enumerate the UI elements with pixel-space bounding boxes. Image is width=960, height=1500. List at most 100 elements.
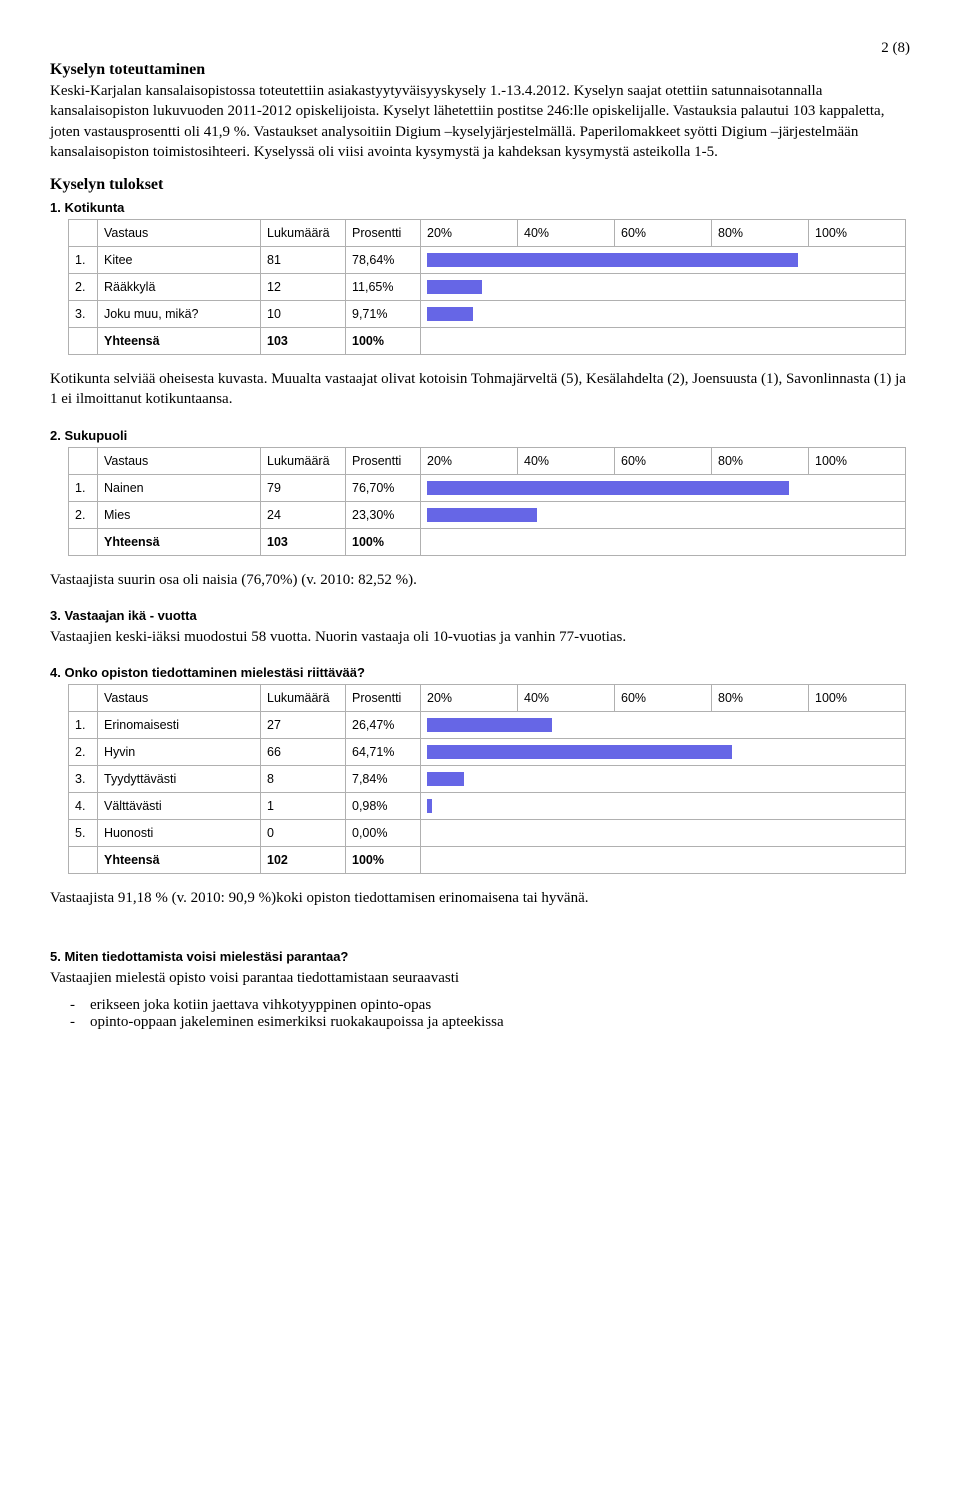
- row-index: 1.: [69, 712, 98, 739]
- row-label: Erinomaisesti: [98, 712, 261, 739]
- table-header-row: VastausLukumääräProsentti20%40%60%80%100…: [69, 220, 906, 247]
- hdr-count: Lukumäärä: [261, 685, 346, 712]
- bar-fill: [427, 508, 537, 522]
- total-count: 102: [261, 847, 346, 874]
- row-percent: 11,65%: [346, 274, 421, 301]
- q4-table: VastausLukumääräProsentti20%40%60%80%100…: [68, 684, 906, 874]
- hdr-tick: 100%: [809, 685, 906, 712]
- row-bar-cell: [421, 793, 906, 820]
- row-bar-cell: [421, 247, 906, 274]
- hdr-answer: Vastaus: [98, 685, 261, 712]
- row-index: 3.: [69, 301, 98, 328]
- row-index: 5.: [69, 820, 98, 847]
- row-label: Joku muu, mikä?: [98, 301, 261, 328]
- total-row: Yhteensä102100%: [69, 847, 906, 874]
- row-bar-cell: [421, 301, 906, 328]
- row-bar-cell: [421, 712, 906, 739]
- row-count: 10: [261, 301, 346, 328]
- hdr-tick: 40%: [518, 220, 615, 247]
- bullet-item: erikseen joka kotiin jaettava vihkotyypp…: [90, 997, 910, 1014]
- q5-bullets: erikseen joka kotiin jaettava vihkotyypp…: [50, 997, 910, 1031]
- table-row: 3.Joku muu, mikä?109,71%: [69, 301, 906, 328]
- total-count: 103: [261, 528, 346, 555]
- row-count: 27: [261, 712, 346, 739]
- row-bar-cell: [421, 474, 906, 501]
- row-bar-cell: [421, 820, 906, 847]
- row-index: 2.: [69, 501, 98, 528]
- total-label: Yhteensä: [98, 528, 261, 555]
- hdr-tick: 40%: [518, 685, 615, 712]
- bar-fill: [427, 799, 432, 813]
- row-label: Huonosti: [98, 820, 261, 847]
- row-count: 8: [261, 766, 346, 793]
- hdr-tick: 20%: [421, 685, 518, 712]
- hdr-tick: 100%: [809, 220, 906, 247]
- hdr-percent: Prosentti: [346, 447, 421, 474]
- q2-table: VastausLukumääräProsentti20%40%60%80%100…: [68, 447, 906, 556]
- q4-after: Vastaajista 91,18 % (v. 2010: 90,9 %)kok…: [50, 888, 910, 908]
- row-percent: 64,71%: [346, 739, 421, 766]
- hdr-percent: Prosentti: [346, 220, 421, 247]
- heading-implementation: Kyselyn toteuttaminen: [50, 61, 910, 79]
- table-header-row: VastausLukumääräProsentti20%40%60%80%100…: [69, 447, 906, 474]
- q4-title: 4. Onko opiston tiedottaminen mielestäsi…: [50, 665, 910, 680]
- bar-fill: [427, 280, 482, 294]
- hdr-tick: 80%: [712, 685, 809, 712]
- row-index: 2.: [69, 739, 98, 766]
- q3-title: 3. Vastaajan ikä - vuotta: [50, 608, 910, 623]
- hdr-tick: 100%: [809, 447, 906, 474]
- row-bar-cell: [421, 739, 906, 766]
- table-row: 1.Nainen7976,70%: [69, 474, 906, 501]
- row-index: 1.: [69, 474, 98, 501]
- total-percent: 100%: [346, 528, 421, 555]
- row-percent: 0,98%: [346, 793, 421, 820]
- page-number: 2 (8): [50, 40, 910, 57]
- q2-after: Vastaajista suurin osa oli naisia (76,70…: [50, 570, 910, 590]
- row-label: Hyvin: [98, 739, 261, 766]
- table-row: 2.Mies2423,30%: [69, 501, 906, 528]
- bar-fill: [427, 772, 464, 786]
- total-percent: 100%: [346, 328, 421, 355]
- table-row: 1.Kitee8178,64%: [69, 247, 906, 274]
- hdr-tick: 80%: [712, 220, 809, 247]
- row-index: 4.: [69, 793, 98, 820]
- bar-fill: [427, 253, 798, 267]
- bar-fill: [427, 718, 552, 732]
- intro-paragraph: Keski-Karjalan kansalaisopistossa toteut…: [50, 81, 910, 162]
- row-label: Tyydyttävästi: [98, 766, 261, 793]
- row-percent: 26,47%: [346, 712, 421, 739]
- total-row: Yhteensä103100%: [69, 528, 906, 555]
- row-percent: 9,71%: [346, 301, 421, 328]
- table-row: 4.Välttävästi10,98%: [69, 793, 906, 820]
- row-count: 81: [261, 247, 346, 274]
- row-label: Kitee: [98, 247, 261, 274]
- hdr-tick: 60%: [615, 220, 712, 247]
- hdr-answer: Vastaus: [98, 220, 261, 247]
- total-row: Yhteensä103100%: [69, 328, 906, 355]
- row-label: Rääkkylä: [98, 274, 261, 301]
- bullet-item: opinto-oppaan jakeleminen esimerkiksi ru…: [90, 1014, 910, 1031]
- row-bar-cell: [421, 501, 906, 528]
- heading-results: Kyselyn tulokset: [50, 176, 910, 194]
- hdr-count: Lukumäärä: [261, 220, 346, 247]
- table-row: 3.Tyydyttävästi87,84%: [69, 766, 906, 793]
- hdr-tick: 20%: [421, 220, 518, 247]
- row-count: 79: [261, 474, 346, 501]
- row-index: 1.: [69, 247, 98, 274]
- row-label: Nainen: [98, 474, 261, 501]
- row-percent: 76,70%: [346, 474, 421, 501]
- total-count: 103: [261, 328, 346, 355]
- hdr-tick: 60%: [615, 685, 712, 712]
- row-count: 1: [261, 793, 346, 820]
- row-bar-cell: [421, 274, 906, 301]
- bar-fill: [427, 745, 732, 759]
- table-row: 1.Erinomaisesti2726,47%: [69, 712, 906, 739]
- row-bar-cell: [421, 766, 906, 793]
- hdr-tick: 60%: [615, 447, 712, 474]
- q1-title: 1. Kotikunta: [50, 200, 910, 215]
- row-percent: 23,30%: [346, 501, 421, 528]
- table-row: 2.Hyvin6664,71%: [69, 739, 906, 766]
- table-header-row: VastausLukumääräProsentti20%40%60%80%100…: [69, 685, 906, 712]
- total-percent: 100%: [346, 847, 421, 874]
- bar-fill: [427, 307, 473, 321]
